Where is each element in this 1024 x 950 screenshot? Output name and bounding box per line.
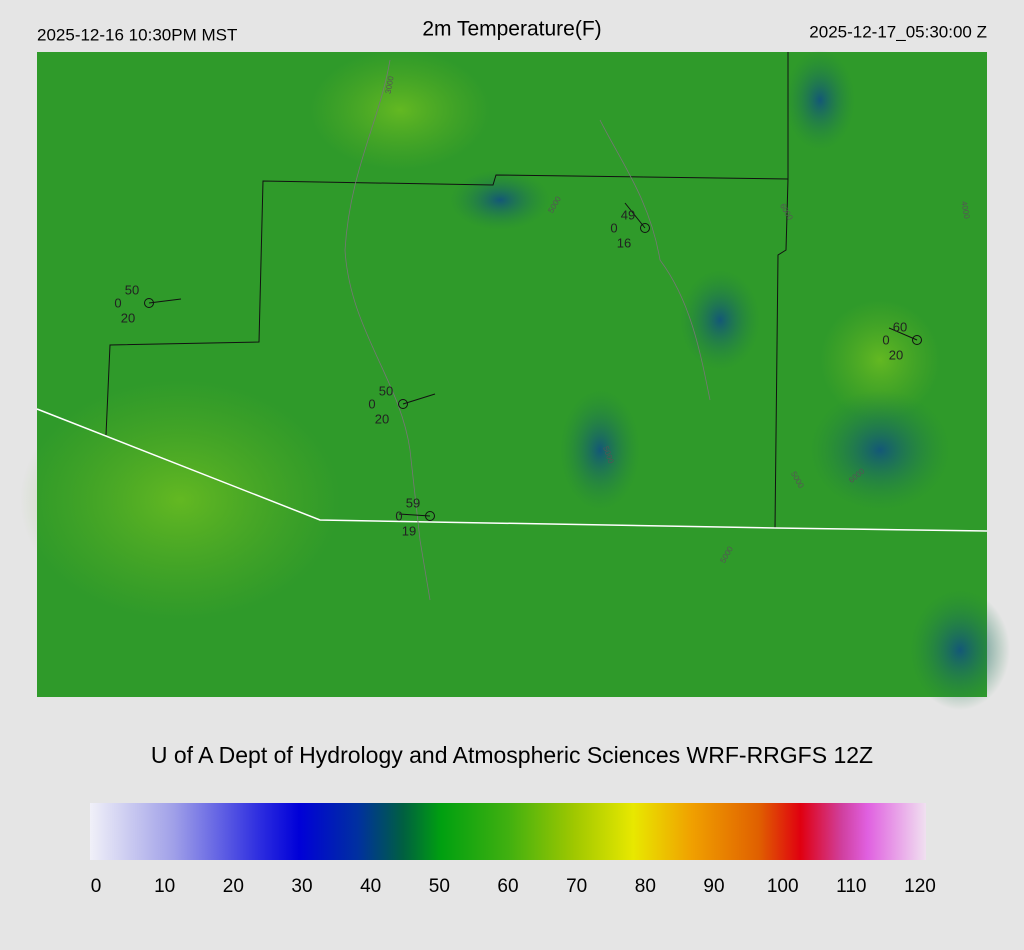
- contour-label: 3000: [384, 75, 396, 95]
- utc-time: 2025-12-17_05:30:00 Z: [809, 22, 987, 41]
- wind-barb: [888, 327, 918, 341]
- colorbar-tick-label: 60: [497, 876, 518, 897]
- colorbar-tick-label: 40: [360, 876, 381, 897]
- footer: U of A Dept of Hydrology and Atmospheric…: [151, 742, 873, 768]
- station-left: 0: [114, 295, 121, 310]
- colorbar-tick-label: 50: [429, 876, 450, 897]
- local-time: 2025-12-16 10:30PM MST: [37, 25, 237, 44]
- station-top: 50: [125, 282, 139, 297]
- wind-barb: [148, 298, 182, 304]
- station-circle: [144, 298, 154, 308]
- station-bottom: 19: [402, 523, 416, 538]
- colorbar-tick-label: 110: [836, 876, 866, 897]
- station-top: 59: [406, 495, 420, 510]
- station-left: 0: [395, 508, 402, 523]
- wind-barb: [402, 393, 436, 405]
- station-circle: [398, 399, 408, 409]
- station-bottom: 16: [617, 235, 631, 250]
- station-top: 50: [379, 383, 393, 398]
- map: [20, 50, 1010, 710]
- station-top: 60: [893, 319, 907, 334]
- colorbar: [90, 803, 926, 860]
- colorbar-tick-label: 90: [703, 876, 724, 897]
- colorbar-tick-label: 120: [904, 876, 936, 897]
- station-circle: [425, 511, 435, 521]
- wind-barb: [624, 202, 646, 229]
- station-circle: [912, 335, 922, 345]
- title: 2m Temperature(F): [422, 18, 601, 41]
- colorbar-tick-label: 70: [566, 876, 587, 897]
- station-circle: [640, 223, 650, 233]
- colorbar-tick-label: 20: [223, 876, 244, 897]
- station-left: 0: [610, 220, 617, 235]
- station-bottom: 20: [889, 347, 903, 362]
- colorbar-tick-label: 0: [91, 876, 102, 897]
- station-left: 0: [368, 396, 375, 411]
- colorbar-tick-label: 100: [767, 876, 799, 897]
- colorbar-tick-label: 30: [291, 876, 312, 897]
- station-top: 49: [621, 207, 635, 222]
- colorbar-tick-label: 10: [154, 876, 175, 897]
- station-bottom: 20: [375, 411, 389, 426]
- station-bottom: 20: [121, 310, 135, 325]
- contour-label: 4000: [959, 200, 971, 220]
- colorbar-tick-label: 80: [635, 876, 656, 897]
- wind-barb: [398, 513, 431, 517]
- station-left: 0: [882, 332, 889, 347]
